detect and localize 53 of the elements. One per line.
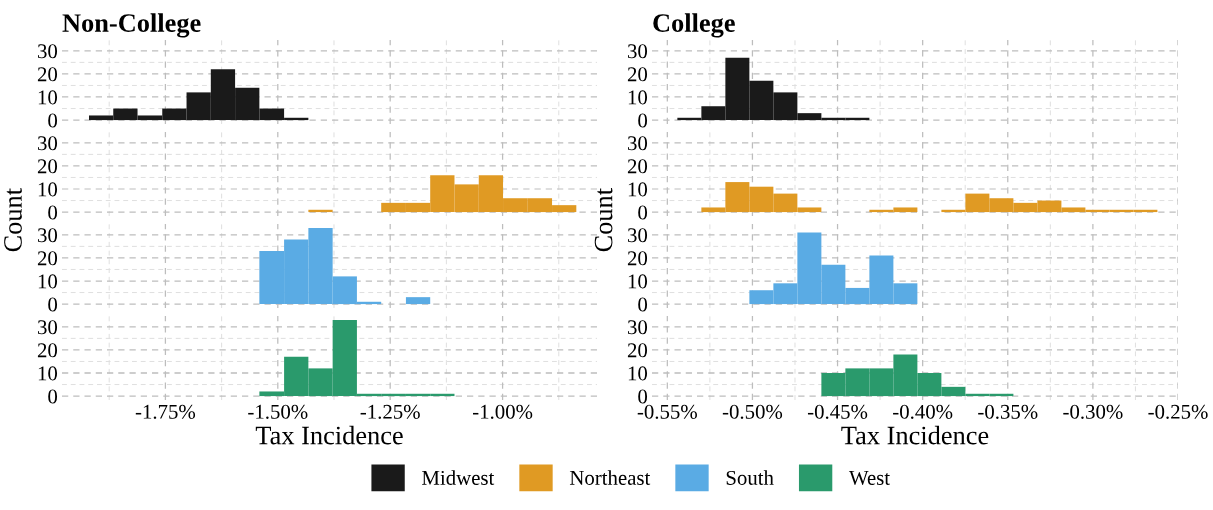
- y-tick-label: 30: [628, 228, 648, 243]
- y-axis-title: Count: [4, 188, 22, 252]
- y-tick-label: 30: [628, 320, 648, 335]
- x-axis-title: Tax Incidence: [841, 425, 989, 445]
- x-tick-label: -0.40%: [893, 404, 953, 419]
- y-tick-label: 30: [38, 320, 58, 335]
- x-tick-label: -0.45%: [807, 404, 868, 419]
- x-tick-label: -0.50%: [722, 404, 783, 419]
- x-tick-label: -0.25%: [1148, 404, 1208, 419]
- y-axis-title: Count: [594, 188, 613, 252]
- y-tick-label: 30: [628, 136, 648, 151]
- y-tick-label: 10: [628, 274, 648, 289]
- y-tick-label: 20: [627, 251, 648, 266]
- y-tick-label: 0: [48, 205, 58, 220]
- legend-label: Northeast: [569, 470, 651, 485]
- y-tick-label: 10: [38, 90, 58, 105]
- y-tick-label: 10: [38, 182, 58, 197]
- y-tick-label: 0: [48, 389, 58, 404]
- legend-label: West: [848, 471, 890, 485]
- y-tick-label: 30: [38, 228, 58, 243]
- y-tick-label: 20: [37, 343, 58, 358]
- legend-label: South: [726, 470, 774, 485]
- y-tick-label: 0: [638, 389, 648, 404]
- y-tick-label: 30: [38, 136, 58, 151]
- y-tick-label: 20: [37, 67, 58, 82]
- x-tick-label: -1.25%: [360, 404, 420, 419]
- y-tick-label: 0: [638, 297, 648, 312]
- y-tick-label: 10: [628, 366, 648, 381]
- x-tick-label: -0.35%: [978, 404, 1038, 419]
- y-tick-label: 10: [38, 366, 58, 381]
- y-tick-label: 10: [628, 90, 648, 105]
- chart-title: Non-College: [62, 13, 201, 38]
- y-tick-label: 30: [628, 44, 648, 59]
- x-tick-label: -1.50%: [248, 404, 308, 419]
- y-tick-label: 0: [638, 113, 648, 128]
- x-tick-label: -0.55%: [637, 404, 697, 419]
- y-tick-label: 20: [627, 67, 648, 82]
- y-tick-label: 30: [38, 44, 58, 59]
- y-tick-label: 10: [38, 274, 58, 289]
- y-tick-label: 0: [48, 113, 58, 128]
- chart-title: College: [653, 13, 735, 38]
- y-tick-label: 0: [48, 297, 58, 312]
- legend-label: Midwest: [422, 470, 495, 485]
- x-tick-label: -1.00%: [472, 404, 533, 419]
- y-tick-label: 10: [628, 182, 648, 197]
- x-axis-title: Tax Incidence: [255, 425, 403, 445]
- x-tick-label: -1.75%: [135, 404, 196, 419]
- x-tick-label: -0.30%: [1063, 404, 1123, 419]
- y-tick-label: 20: [627, 159, 648, 174]
- y-tick-label: 20: [37, 251, 58, 266]
- y-tick-label: 20: [627, 343, 648, 358]
- y-tick-label: 20: [37, 159, 58, 174]
- y-tick-label: 0: [638, 205, 648, 220]
